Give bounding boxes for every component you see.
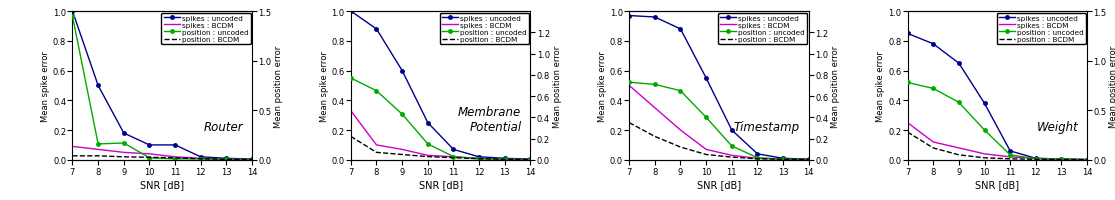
Y-axis label: Mean position error: Mean position error — [274, 45, 283, 127]
Y-axis label: Mean spike error: Mean spike error — [41, 51, 50, 121]
Legend: spikes : uncoded, spikes : BCDM, position : uncoded, position : BCDM: spikes : uncoded, spikes : BCDM, positio… — [997, 13, 1086, 45]
Legend: spikes : uncoded, spikes : BCDM, position : uncoded, position : BCDM: spikes : uncoded, spikes : BCDM, positio… — [162, 13, 251, 45]
X-axis label: SNR [dB]: SNR [dB] — [697, 179, 741, 189]
Text: Timestamp: Timestamp — [734, 120, 799, 133]
Y-axis label: Mean spike error: Mean spike error — [598, 51, 607, 121]
X-axis label: SNR [dB]: SNR [dB] — [976, 179, 1019, 189]
X-axis label: SNR [dB]: SNR [dB] — [140, 179, 184, 189]
Text: Membrane
Potential: Membrane Potential — [458, 105, 522, 133]
Legend: spikes : uncoded, spikes : BCDM, position : uncoded, position : BCDM: spikes : uncoded, spikes : BCDM, positio… — [439, 13, 529, 45]
Y-axis label: Mean spike error: Mean spike error — [876, 51, 885, 121]
X-axis label: SNR [dB]: SNR [dB] — [418, 179, 463, 189]
Text: Weight: Weight — [1037, 120, 1078, 133]
Y-axis label: Mean spike error: Mean spike error — [320, 51, 329, 121]
Text: Router: Router — [203, 120, 243, 133]
Y-axis label: Mean position error: Mean position error — [553, 45, 562, 127]
Y-axis label: Mean position error: Mean position error — [1109, 45, 1115, 127]
Legend: spikes : uncoded, spikes : BCDM, position : uncoded, position : BCDM: spikes : uncoded, spikes : BCDM, positio… — [718, 13, 807, 45]
Y-axis label: Mean position error: Mean position error — [831, 45, 840, 127]
